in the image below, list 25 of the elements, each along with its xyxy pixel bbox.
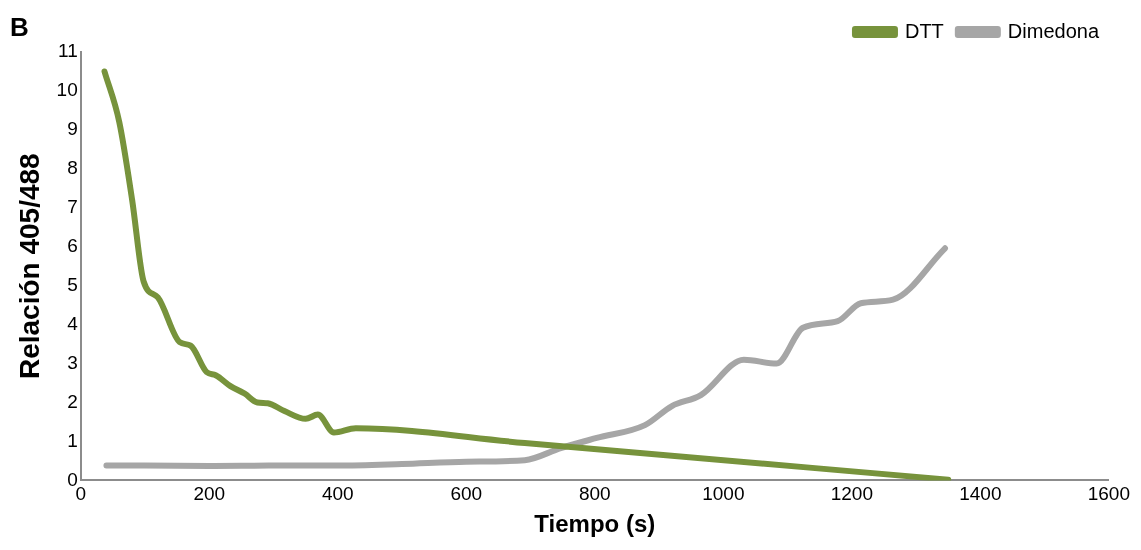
x-tick-label: 400 — [321, 483, 354, 505]
x-axis-title: Tiempo (s) — [534, 510, 656, 538]
y-axis-title: Relación 405/488 — [13, 153, 45, 380]
chart-title: B — [10, 12, 29, 43]
y-tick-label: 3 — [67, 351, 78, 373]
y-tick-label: 0 — [67, 468, 78, 490]
y-tick-label: 1 — [67, 429, 78, 451]
legend-label: DTT — [904, 19, 944, 42]
x-tick-label: 600 — [450, 483, 483, 505]
y-tick-label: 7 — [67, 196, 78, 218]
x-tick-label: 1000 — [702, 483, 745, 505]
y-tick-label: 10 — [56, 79, 78, 101]
y-tick-label: 9 — [67, 118, 78, 140]
legend-label: Dimedona — [1007, 19, 1100, 42]
y-tick-label: 5 — [67, 273, 78, 295]
y-tick-label: 6 — [67, 234, 78, 256]
x-tick-label: 1400 — [959, 483, 1002, 505]
y-tick-label: 4 — [67, 312, 79, 334]
x-tick-label: 1600 — [1087, 483, 1131, 505]
y-tick-label: 2 — [67, 390, 78, 412]
x-tick-label: 200 — [193, 483, 226, 505]
y-tick-label: 8 — [67, 157, 78, 179]
x-tick-label: 800 — [578, 483, 611, 505]
y-tick-label: 11 — [58, 40, 78, 62]
x-tick-label: 1200 — [830, 483, 873, 505]
